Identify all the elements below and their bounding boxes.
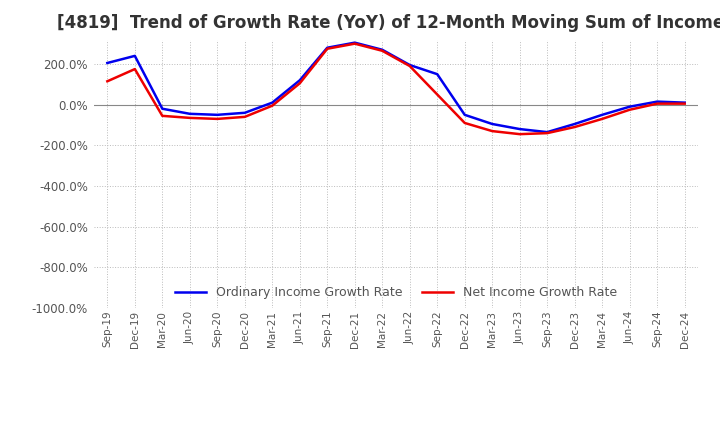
Net Income Growth Rate: [598, 116, 606, 121]
Ordinary Income Growth Rate: [680, 100, 689, 105]
Ordinary Income Growth Rate: [570, 121, 579, 127]
Ordinary Income Growth Rate: [103, 60, 112, 66]
Ordinary Income Growth Rate: [626, 104, 634, 110]
Ordinary Income Growth Rate: [460, 112, 469, 117]
Ordinary Income Growth Rate: [158, 106, 166, 111]
Net Income Growth Rate: [680, 101, 689, 106]
Net Income Growth Rate: [543, 131, 552, 136]
Line: Net Income Growth Rate: Net Income Growth Rate: [107, 44, 685, 134]
Net Income Growth Rate: [213, 116, 222, 121]
Net Income Growth Rate: [295, 81, 304, 86]
Ordinary Income Growth Rate: [378, 47, 387, 52]
Ordinary Income Growth Rate: [351, 40, 359, 45]
Ordinary Income Growth Rate: [268, 100, 276, 105]
Ordinary Income Growth Rate: [323, 45, 332, 50]
Title: [4819]  Trend of Growth Rate (YoY) of 12-Month Moving Sum of Incomes: [4819] Trend of Growth Rate (YoY) of 12-…: [58, 15, 720, 33]
Net Income Growth Rate: [158, 113, 166, 118]
Net Income Growth Rate: [488, 128, 497, 134]
Ordinary Income Growth Rate: [213, 112, 222, 117]
Ordinary Income Growth Rate: [653, 99, 662, 104]
Net Income Growth Rate: [570, 125, 579, 130]
Net Income Growth Rate: [460, 120, 469, 125]
Net Income Growth Rate: [516, 132, 524, 137]
Ordinary Income Growth Rate: [433, 72, 441, 77]
Ordinary Income Growth Rate: [295, 77, 304, 83]
Ordinary Income Growth Rate: [488, 121, 497, 127]
Net Income Growth Rate: [240, 114, 249, 120]
Ordinary Income Growth Rate: [516, 126, 524, 132]
Legend: Ordinary Income Growth Rate, Net Income Growth Rate: Ordinary Income Growth Rate, Net Income …: [170, 282, 622, 304]
Ordinary Income Growth Rate: [543, 129, 552, 135]
Ordinary Income Growth Rate: [598, 112, 606, 117]
Ordinary Income Growth Rate: [240, 110, 249, 115]
Net Income Growth Rate: [186, 115, 194, 121]
Line: Ordinary Income Growth Rate: Ordinary Income Growth Rate: [107, 43, 685, 132]
Net Income Growth Rate: [130, 66, 139, 72]
Ordinary Income Growth Rate: [130, 53, 139, 59]
Net Income Growth Rate: [103, 79, 112, 84]
Net Income Growth Rate: [268, 103, 276, 108]
Net Income Growth Rate: [405, 63, 414, 69]
Ordinary Income Growth Rate: [405, 62, 414, 68]
Ordinary Income Growth Rate: [186, 111, 194, 117]
Net Income Growth Rate: [653, 101, 662, 106]
Net Income Growth Rate: [323, 46, 332, 51]
Net Income Growth Rate: [433, 92, 441, 97]
Net Income Growth Rate: [626, 107, 634, 112]
Net Income Growth Rate: [378, 48, 387, 53]
Net Income Growth Rate: [351, 41, 359, 46]
